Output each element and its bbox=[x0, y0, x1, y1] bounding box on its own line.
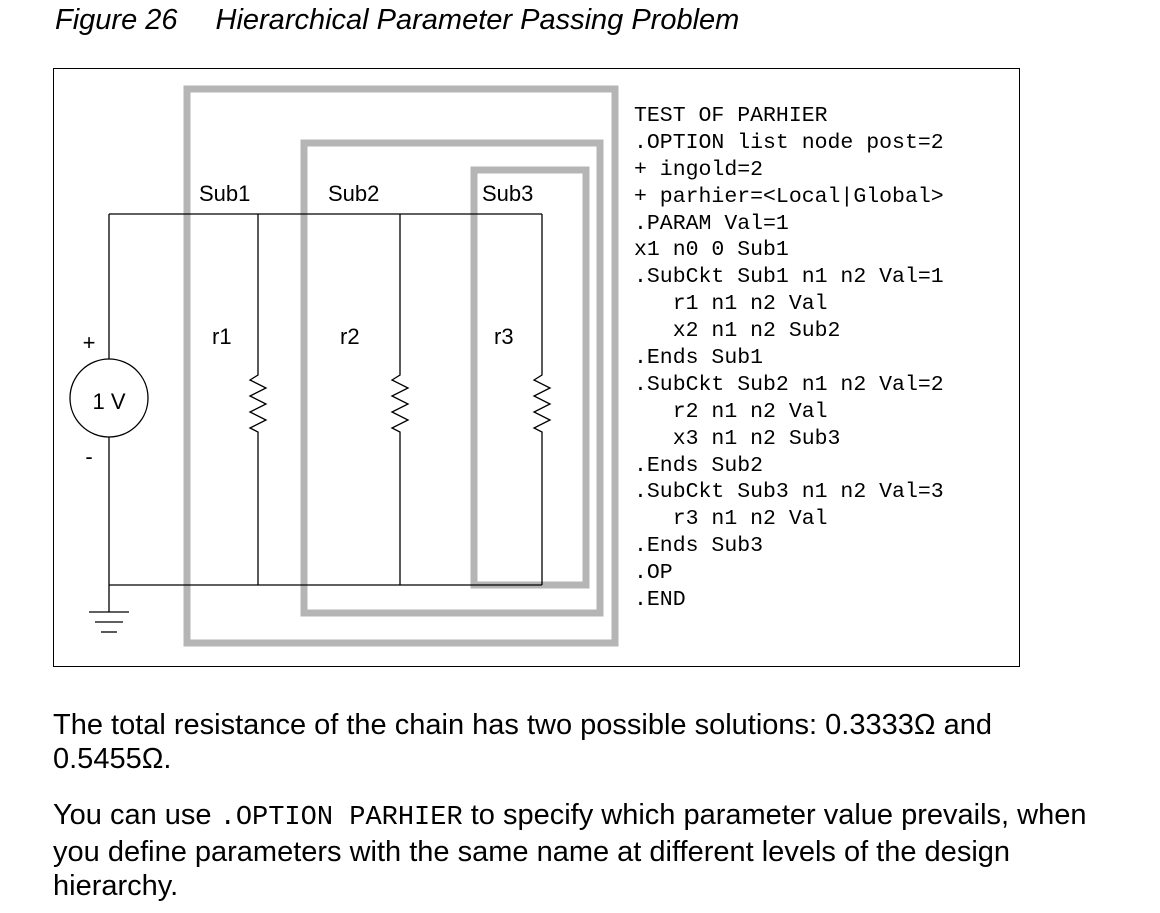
netlist-line: .OPTION list node post=2 bbox=[634, 130, 944, 155]
sub3-boundary bbox=[470, 166, 590, 589]
ground-icon bbox=[89, 611, 129, 633]
netlist-line: .SubCkt Sub2 n1 n2 Val=2 bbox=[634, 372, 944, 397]
voltage-source bbox=[69, 358, 149, 438]
paragraph-text: You can use bbox=[53, 799, 220, 831]
netlist-line: .SubCkt Sub1 n1 n2 Val=1 bbox=[634, 265, 944, 290]
paragraph-text: to specify which parameter value prevail… bbox=[53, 799, 1087, 902]
netlist-line: r1 n1 n2 Val bbox=[634, 292, 828, 317]
netlist-line: r2 n1 n2 Val bbox=[634, 399, 828, 424]
r2-label: r2 bbox=[340, 324, 360, 349]
netlist-line: .Ends Sub3 bbox=[634, 534, 764, 559]
netlist-line: x2 n1 n2 Sub2 bbox=[634, 319, 841, 344]
wires bbox=[108, 213, 552, 612]
resistance-paragraph: The total resistance of the chain has tw… bbox=[53, 709, 992, 775]
figure-title: Hierarchical Parameter Passing Problem bbox=[215, 4, 740, 36]
netlist-line: x1 n0 0 Sub1 bbox=[634, 238, 789, 263]
sub1-boundary bbox=[183, 85, 619, 647]
netlist-line: x3 n1 n2 Sub3 bbox=[634, 426, 841, 451]
netlist-line: .Ends Sub2 bbox=[634, 453, 764, 478]
source-label: 1 V bbox=[92, 389, 125, 414]
netlist-line: + ingold=2 bbox=[634, 157, 764, 182]
netlist-code: TEST OF PARHIER .OPTION list node post=2… bbox=[634, 103, 944, 614]
figure-caption: Figure 26 Hierarchical Parameter Passing … bbox=[55, 2, 739, 38]
figure-number: Figure 26 bbox=[55, 4, 178, 36]
netlist-line: .Ends Sub1 bbox=[634, 346, 764, 371]
figure-frame bbox=[53, 68, 1020, 667]
minus-label: - bbox=[85, 444, 92, 469]
sub2-boundary bbox=[300, 139, 604, 617]
netlist-line: .END bbox=[634, 588, 686, 613]
sub1-label: Sub1 bbox=[199, 181, 250, 206]
sub3-label: Sub3 bbox=[482, 181, 533, 206]
netlist-line: TEST OF PARHIER bbox=[634, 104, 828, 128]
r3-label: r3 bbox=[494, 324, 514, 349]
inline-code: .OPTION PARHIER bbox=[219, 803, 463, 833]
netlist-line: .PARAM Val=1 bbox=[634, 211, 789, 236]
netlist-line: .SubCkt Sub3 n1 n2 Val=3 bbox=[634, 480, 944, 505]
plus-label: + bbox=[83, 330, 96, 355]
parhier-paragraph: You can use .OPTION PARHIER to specify w… bbox=[53, 798, 1128, 903]
r1-label: r1 bbox=[212, 324, 232, 349]
netlist-line: + parhier=<Local|Global> bbox=[634, 184, 944, 209]
netlist-line: .OP bbox=[634, 561, 673, 586]
netlist-line: r3 n1 n2 Val bbox=[634, 507, 828, 532]
sub2-label: Sub2 bbox=[328, 181, 379, 206]
